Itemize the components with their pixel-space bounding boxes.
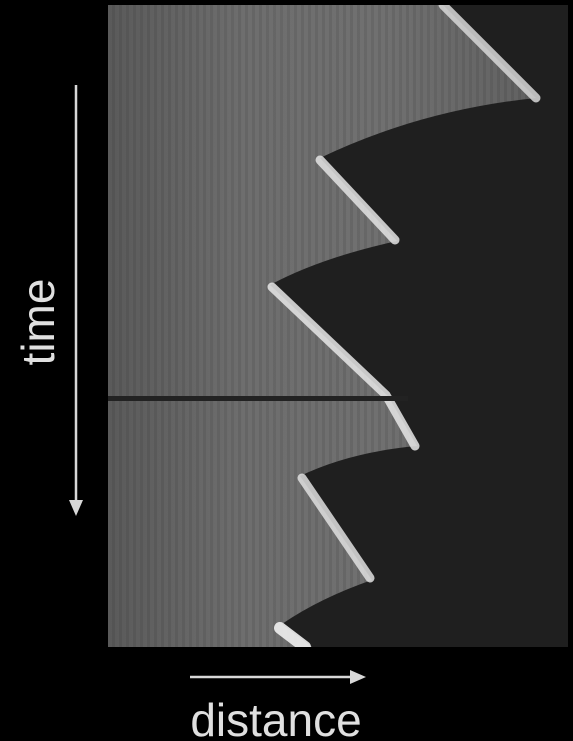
distance-label: distance xyxy=(190,694,361,741)
dark-line xyxy=(108,396,408,401)
page: time distance (() => { const data = JSON… xyxy=(0,0,573,741)
time-arrowhead xyxy=(69,500,83,516)
figure: time distance xyxy=(0,0,573,741)
time-label: time xyxy=(12,279,64,366)
kymograph xyxy=(108,5,568,647)
distance-arrowhead xyxy=(350,670,366,684)
